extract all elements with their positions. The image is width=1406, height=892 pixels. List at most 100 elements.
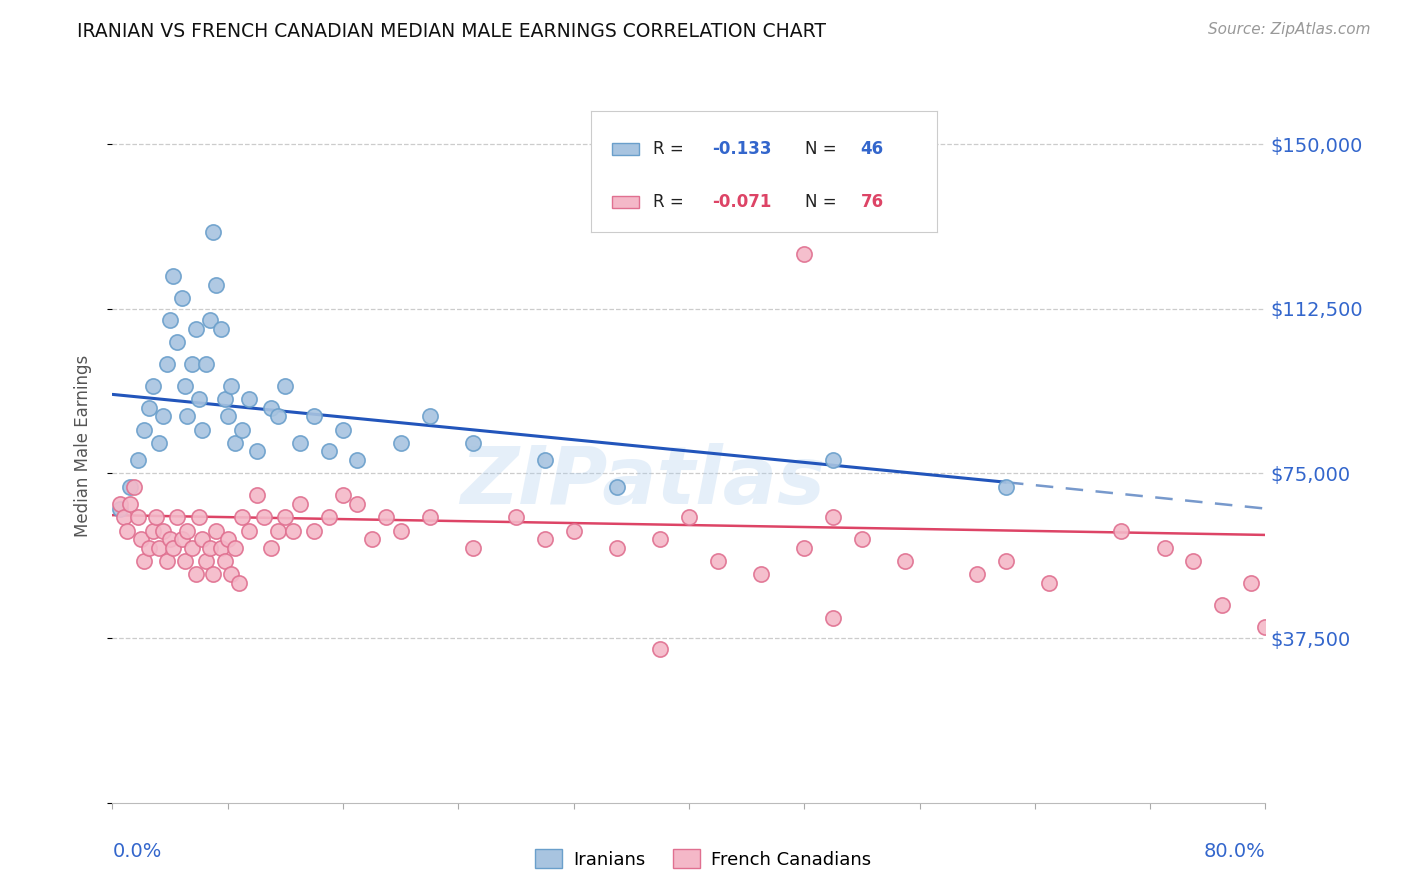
Point	[274, 378, 297, 392]
Point	[138, 541, 160, 555]
Point	[191, 423, 214, 437]
Point	[238, 392, 260, 406]
Point	[246, 488, 269, 502]
Point	[118, 480, 141, 494]
Point	[219, 378, 242, 392]
Point	[288, 435, 311, 450]
Point	[231, 423, 253, 437]
Point	[138, 401, 160, 415]
Point	[200, 312, 222, 326]
Point	[170, 291, 193, 305]
Point	[156, 554, 179, 568]
Point	[419, 510, 441, 524]
Point	[108, 497, 131, 511]
Point	[274, 510, 297, 524]
Point	[260, 541, 283, 555]
Point	[127, 453, 149, 467]
Point	[534, 533, 557, 547]
Point	[180, 357, 202, 371]
Point	[148, 435, 170, 450]
Point	[288, 497, 311, 511]
Point	[1211, 598, 1233, 612]
Point	[995, 554, 1018, 568]
Point	[166, 334, 188, 349]
Point	[534, 453, 557, 467]
Point	[375, 510, 398, 524]
Point	[793, 247, 815, 261]
Point	[360, 533, 382, 547]
Point	[389, 435, 412, 450]
Point	[1254, 620, 1277, 634]
Point	[267, 409, 290, 424]
Point	[142, 524, 165, 538]
Point	[108, 501, 131, 516]
Point	[562, 524, 585, 538]
Point	[202, 567, 225, 582]
Point	[851, 533, 873, 547]
Text: 0.0%: 0.0%	[112, 842, 162, 861]
Point	[184, 321, 207, 335]
Point	[281, 524, 304, 538]
Point	[267, 524, 290, 538]
Point	[707, 554, 730, 568]
Point	[505, 510, 527, 524]
Point	[606, 480, 628, 494]
Point	[253, 510, 276, 524]
Point	[159, 533, 181, 547]
Point	[112, 510, 135, 524]
Point	[166, 510, 188, 524]
Point	[332, 488, 354, 502]
Text: 80.0%: 80.0%	[1204, 842, 1265, 861]
Point	[214, 392, 236, 406]
Point	[966, 567, 988, 582]
Y-axis label: Median Male Earnings: Median Male Earnings	[73, 355, 91, 537]
Point	[419, 409, 441, 424]
Point	[188, 510, 211, 524]
Point	[191, 533, 214, 547]
Point	[260, 401, 283, 415]
Point	[318, 444, 340, 458]
Point	[219, 567, 242, 582]
Point	[195, 357, 218, 371]
Point	[134, 423, 156, 437]
Point	[159, 312, 181, 326]
Point	[246, 444, 269, 458]
Point	[749, 567, 772, 582]
Point	[461, 541, 484, 555]
Point	[318, 510, 340, 524]
Point	[650, 642, 672, 657]
Point	[115, 524, 138, 538]
Point	[188, 392, 211, 406]
Point	[209, 321, 232, 335]
Point	[142, 378, 165, 392]
Point	[209, 541, 232, 555]
Point	[238, 524, 260, 538]
Point	[461, 435, 484, 450]
Point	[156, 357, 179, 371]
Point	[1038, 576, 1060, 591]
Point	[606, 541, 628, 555]
Point	[224, 435, 246, 450]
Point	[304, 409, 326, 424]
Point	[1182, 554, 1205, 568]
Point	[217, 409, 239, 424]
Point	[894, 554, 917, 568]
Point	[195, 554, 218, 568]
Point	[205, 524, 228, 538]
Point	[995, 480, 1018, 494]
Point	[1240, 576, 1263, 591]
Point	[118, 497, 141, 511]
Point	[678, 510, 700, 524]
Point	[224, 541, 246, 555]
Point	[332, 423, 354, 437]
Point	[821, 510, 844, 524]
Point	[821, 611, 844, 625]
Text: ZIPatlas: ZIPatlas	[460, 442, 825, 521]
Point	[304, 524, 326, 538]
Point	[1111, 524, 1133, 538]
Point	[1153, 541, 1175, 555]
Point	[129, 533, 153, 547]
Point	[162, 268, 184, 283]
Point	[346, 453, 368, 467]
Point	[821, 453, 844, 467]
